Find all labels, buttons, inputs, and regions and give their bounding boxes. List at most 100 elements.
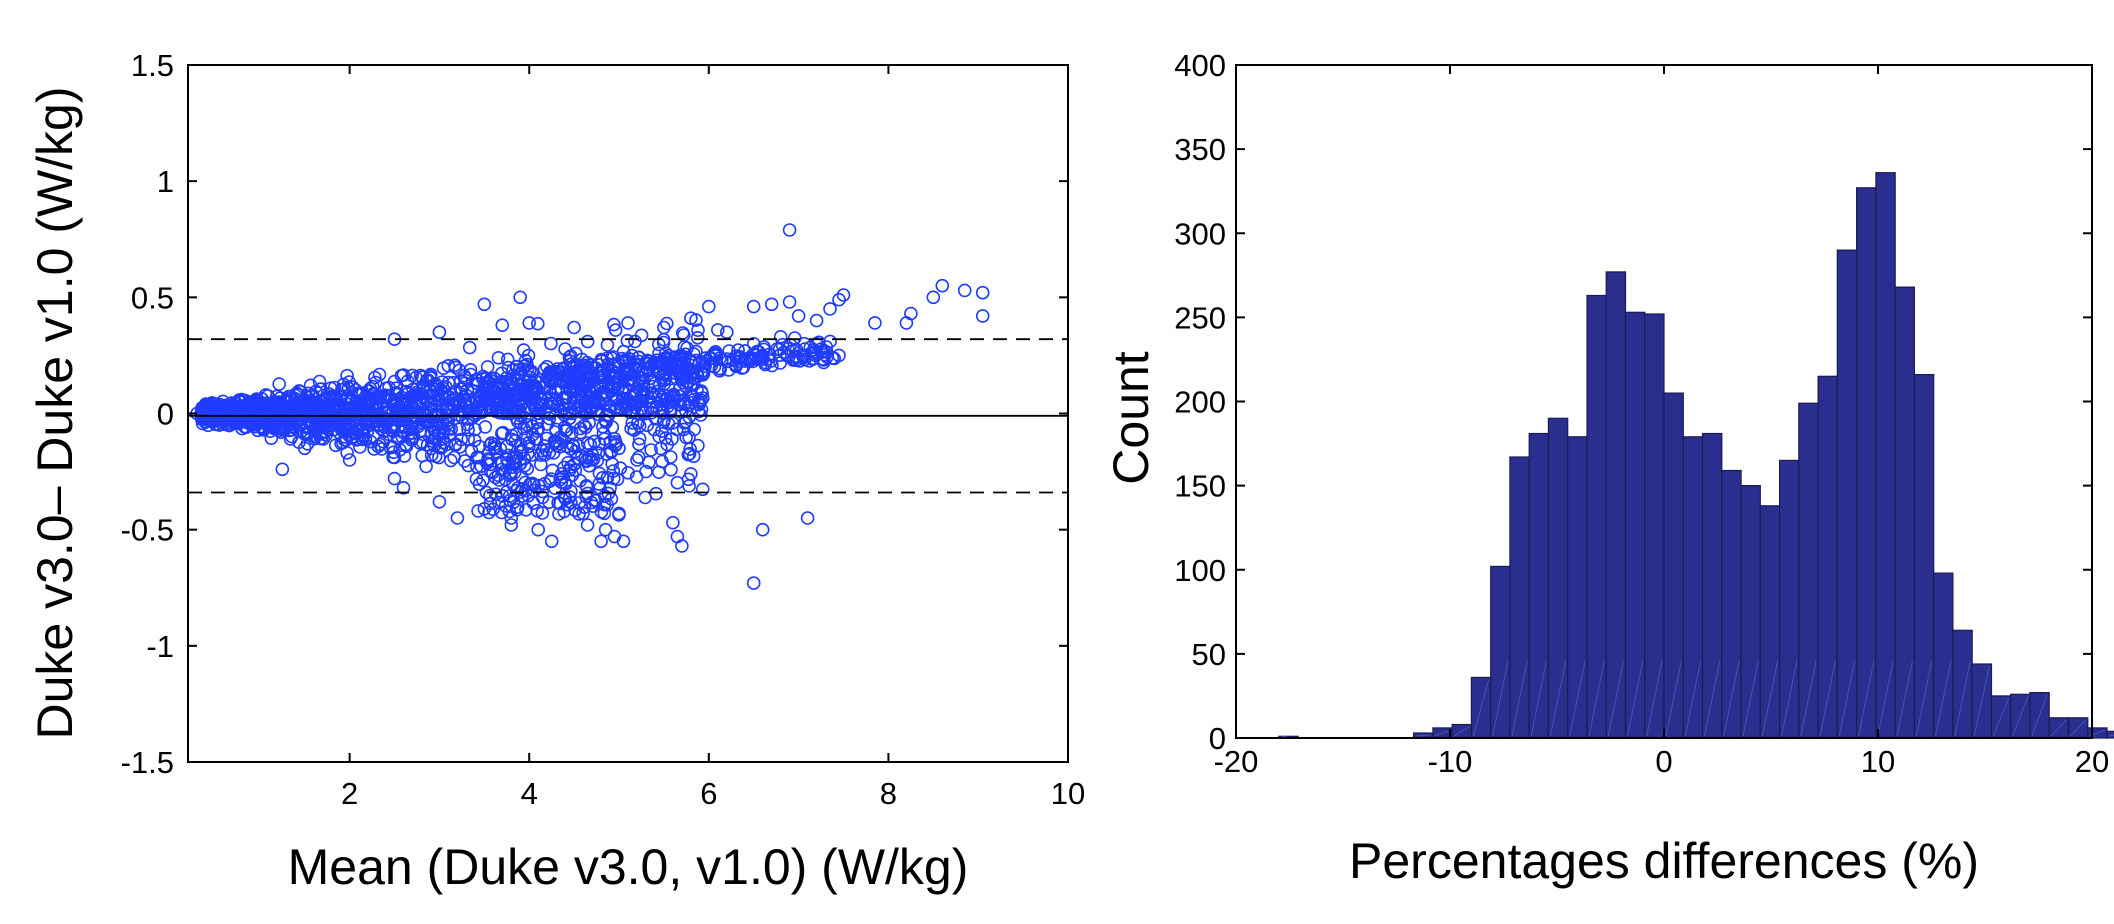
scatter-point <box>621 396 636 410</box>
scatter-point <box>639 355 653 370</box>
scatter-point <box>636 386 651 400</box>
scatter-point <box>527 477 541 492</box>
scatter-outlier-point <box>531 522 546 537</box>
scatter-outlier-point <box>832 292 846 307</box>
scatter-point <box>264 431 279 446</box>
hist-y-tick-label: 350 <box>1174 132 1226 167</box>
scatter-point <box>204 403 219 418</box>
scatter-point <box>355 422 370 436</box>
scatter-point <box>592 466 607 481</box>
scatter-outlier-point <box>823 302 837 316</box>
scatter-point <box>502 377 517 392</box>
scatter-point <box>622 373 637 388</box>
scatter-point <box>665 391 680 405</box>
hist-bar-highlight <box>2012 696 2029 737</box>
scatter-point <box>462 340 477 355</box>
scatter-point <box>721 354 735 369</box>
scatter-outlier-point <box>544 534 559 549</box>
scatter-point <box>525 385 540 400</box>
scatter-point <box>632 431 647 446</box>
scatter-point <box>606 364 621 379</box>
scatter-point <box>283 399 297 413</box>
scatter-point <box>322 407 337 421</box>
scatter-point <box>461 422 475 437</box>
scatter-point <box>284 416 298 431</box>
hist-y-tick-label: 400 <box>1174 48 1226 83</box>
scatter-point <box>500 439 514 454</box>
scatter-point <box>424 441 439 456</box>
scatter-point <box>387 374 402 389</box>
scatter-point <box>470 459 484 474</box>
scatter-outlier-point <box>782 295 797 309</box>
hist-bar <box>1663 392 1684 739</box>
hist-bar-rect <box>1875 172 1896 739</box>
scatter-point <box>387 450 402 465</box>
scatter-point <box>573 473 588 488</box>
scatter-point <box>606 471 621 486</box>
scatter-point <box>788 350 803 365</box>
hist-bar-highlight <box>1607 660 1624 737</box>
scatter-point <box>593 380 608 394</box>
hist-bar-highlight <box>2108 734 2114 737</box>
scatter-point <box>514 397 528 412</box>
scatter-outlier-point <box>800 511 815 525</box>
scatter-point <box>513 437 528 452</box>
scatter-point <box>551 397 566 412</box>
scatter-point <box>713 362 728 376</box>
scatter-point <box>580 436 595 451</box>
scatter-point <box>537 476 552 491</box>
scatter-point <box>578 420 593 435</box>
scatter-outlier-point <box>701 299 716 314</box>
scatter-outlier-point <box>275 462 290 477</box>
scatter-point <box>587 391 602 406</box>
scatter-point <box>797 342 812 356</box>
scatter-point <box>544 336 558 351</box>
scatter-outlier-point <box>648 355 662 370</box>
scatter-point <box>500 352 515 367</box>
scatter-point <box>626 378 640 392</box>
hist-bar-highlight <box>1646 660 1663 737</box>
scatter-outlier-point <box>975 285 990 300</box>
hist-bar <box>1509 456 1530 739</box>
scatter-point <box>620 365 635 380</box>
scatter-point <box>658 371 673 386</box>
scatter-point <box>492 495 506 510</box>
scatter-outlier-point <box>567 320 581 335</box>
scatter-point <box>413 368 428 383</box>
scatter-point <box>584 495 599 510</box>
hist-bar-rect <box>1547 417 1569 739</box>
scatter-point <box>353 440 367 454</box>
hist-bar <box>1624 311 1646 739</box>
scatter-point <box>694 365 709 380</box>
scatter-outlier-point <box>594 534 608 549</box>
scatter-outlier-point <box>782 223 797 237</box>
scatter-point <box>420 405 435 419</box>
scatter-y-tick-label: -1.5 <box>121 745 174 780</box>
hist-bar <box>1875 172 1896 739</box>
scatter-point <box>608 323 623 337</box>
scatter-point <box>758 355 773 370</box>
scatter-x-tick-label: 6 <box>700 776 717 811</box>
hist-bar-highlight <box>1838 660 1856 737</box>
hist-bar <box>1451 723 1472 739</box>
scatter-outlier-point <box>522 316 537 330</box>
hist-x-tick-label: -20 <box>1214 744 1259 779</box>
hist-bar-highlight <box>1453 726 1470 737</box>
scatter-outlier-point <box>975 309 990 323</box>
hist-bar-highlight <box>2070 719 2087 737</box>
hist-bar-rect <box>1932 572 1954 739</box>
scatter-point <box>672 382 687 396</box>
hist-bar <box>1586 294 1607 739</box>
scatter-point <box>584 453 599 467</box>
hist-y-axis-label: Count <box>1103 351 1159 485</box>
hist-bar-highlight <box>1549 660 1567 737</box>
scatter-point <box>371 439 386 454</box>
scatter-point <box>467 391 482 406</box>
scatter-point <box>695 386 709 400</box>
scatter-y-axis-label: Duke v3.0– Duke v1.0 (W/kg) <box>27 86 83 739</box>
scatter-point <box>556 369 571 384</box>
scatter-outlier-point <box>957 283 972 298</box>
scatter-outlier-point <box>630 453 644 467</box>
scatter-point <box>293 384 307 399</box>
hist-bar-highlight <box>1569 660 1586 737</box>
